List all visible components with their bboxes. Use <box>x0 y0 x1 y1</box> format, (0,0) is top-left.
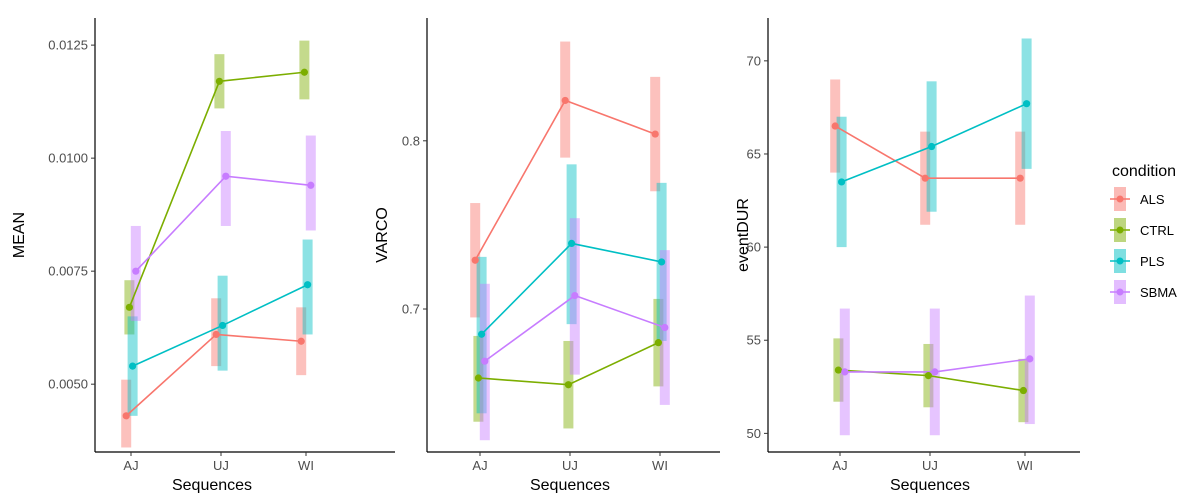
data-point-sbma <box>132 267 140 275</box>
data-point-ctrl <box>474 374 482 382</box>
legend-label-ctrl: CTRL <box>1140 223 1174 238</box>
legend-key-als-point <box>1116 195 1124 203</box>
y-tick-label: 60 <box>747 240 761 255</box>
legend-key-sbma-point <box>1116 288 1124 296</box>
data-point-ctrl <box>564 381 573 389</box>
x-tick-label: WI <box>652 458 668 473</box>
data-point-pls <box>838 178 846 186</box>
y-axis-title: VARCO <box>374 207 391 263</box>
y-tick-label: 65 <box>747 146 761 161</box>
data-point-ctrl <box>834 366 843 374</box>
data-point-pls <box>478 330 486 338</box>
data-point-als <box>471 256 479 264</box>
y-tick-label: 55 <box>747 333 761 348</box>
legend: condition ALS CTRL PLS SBMA <box>1110 163 1177 304</box>
x-axis-title: Sequences <box>530 477 610 493</box>
data-point-sbma <box>661 323 669 332</box>
x-tick-label: AJ <box>123 458 138 473</box>
legend-item-sbma: SBMA <box>1110 280 1177 304</box>
x-tick-label: UJ <box>922 458 938 473</box>
y-axis-title: MEAN <box>11 212 28 258</box>
data-point-ctrl <box>125 303 133 311</box>
legend-key-pls-point <box>1116 257 1124 265</box>
data-point-sbma <box>481 357 489 365</box>
x-axis-title: Sequences <box>890 477 970 493</box>
data-point-als <box>651 130 659 138</box>
legend-item-pls: PLS <box>1110 249 1165 273</box>
data-point-sbma <box>307 181 315 189</box>
y-axis-title: eventDUR <box>735 198 752 272</box>
x-tick-label: AJ <box>472 458 487 473</box>
data-point-als <box>122 412 130 420</box>
legend-key-ctrl-point <box>1116 226 1124 234</box>
data-point-ctrl <box>1019 386 1027 395</box>
data-point-als <box>831 122 839 130</box>
y-tick-label: 0.8 <box>402 133 420 148</box>
y-tick-label: 50 <box>747 426 761 441</box>
data-point-als <box>1016 174 1024 182</box>
data-point-als <box>561 96 569 105</box>
data-point-sbma <box>841 368 849 376</box>
legend-label-sbma: SBMA <box>1140 285 1177 300</box>
panel-varco: 0.7 0.8 AJ UJ WI Sequences VARCO <box>374 18 720 493</box>
y-tick-label: 0.0050 <box>48 377 88 392</box>
x-tick-label: WI <box>298 458 314 473</box>
data-point-ctrl <box>924 372 933 380</box>
y-tick-label: 0.0125 <box>48 38 88 53</box>
x-tick-label: WI <box>1017 458 1033 473</box>
y-tick-label: 0.0075 <box>48 264 88 279</box>
data-point-sbma <box>931 368 939 376</box>
x-tick-label: UJ <box>562 458 578 473</box>
data-point-sbma <box>222 172 230 180</box>
panels: 0.0050 0.0075 0.0100 0.0125 AJ UJ WI Sequences M… <box>11 18 1080 493</box>
data-point-pls <box>1023 100 1031 108</box>
data-point-pls <box>304 281 312 289</box>
y-tick-label: 70 <box>747 53 761 68</box>
legend-item-ctrl: CTRL <box>1110 218 1174 242</box>
data-point-pls <box>219 321 227 330</box>
legend-item-als: ALS <box>1110 187 1165 211</box>
data-point-als <box>297 337 305 345</box>
legend-label-pls: PLS <box>1140 254 1165 269</box>
data-point-pls <box>658 258 666 266</box>
data-point-als <box>212 330 220 339</box>
legend-label-als: ALS <box>1140 192 1165 207</box>
data-point-sbma <box>1026 355 1034 363</box>
data-point-pls <box>928 142 936 151</box>
data-point-ctrl <box>654 339 663 347</box>
y-tick-label: 0.0100 <box>48 151 88 166</box>
data-point-pls <box>129 362 137 370</box>
x-tick-label: UJ <box>213 458 229 473</box>
panel-mean: 0.0050 0.0075 0.0100 0.0125 AJ UJ WI Sequences M… <box>11 18 395 493</box>
panel-eventdur: 50 55 60 65 70 AJ UJ WI Sequences eventDUR <box>735 18 1080 493</box>
data-point-pls <box>568 239 576 248</box>
data-point-ctrl <box>300 68 308 76</box>
legend-title: condition <box>1112 163 1176 180</box>
y-tick-label: 0.7 <box>402 302 420 317</box>
data-point-als <box>921 174 929 182</box>
x-tick-label: AJ <box>832 458 847 473</box>
data-point-ctrl <box>215 77 223 85</box>
x-axis-title: Sequences <box>172 477 252 493</box>
data-point-sbma <box>571 291 579 300</box>
